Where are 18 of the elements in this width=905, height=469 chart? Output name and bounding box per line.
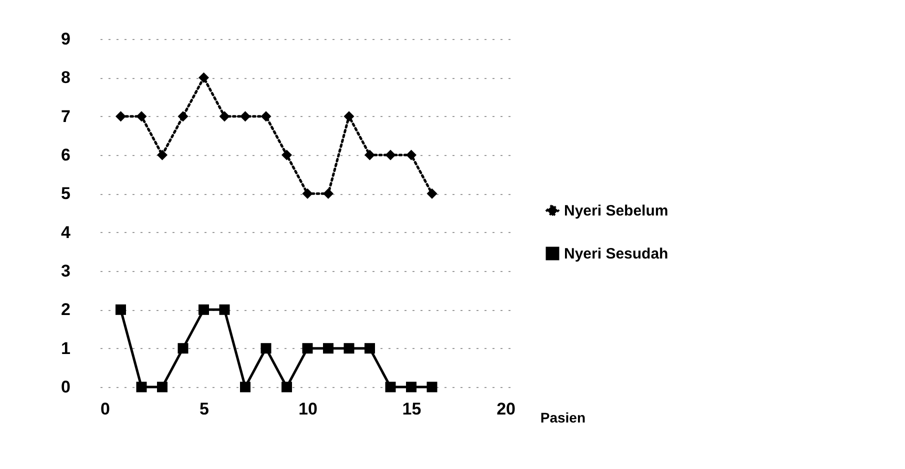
x-tick-label: 5 — [200, 400, 209, 418]
x-tick-label: 15 — [402, 400, 422, 418]
x-tick-label: 20 — [496, 400, 516, 418]
legend-label: Nyeri Sesudah — [564, 246, 668, 262]
y-tick-label: 9 — [61, 30, 70, 48]
x-axis-title: Pasien — [540, 410, 586, 426]
y-tick-label: 1 — [61, 338, 70, 358]
x-tick-label: 10 — [298, 400, 318, 418]
y-tick-label: 6 — [61, 146, 70, 164]
x-tick-label: 0 — [100, 400, 110, 418]
y-tick-label: 5 — [61, 184, 70, 204]
y-tick-label: 8 — [61, 68, 70, 88]
y-tick-label: 2 — [61, 300, 70, 320]
y-tick-label: 4 — [61, 222, 72, 242]
legend-label: Nyeri Sebelum — [564, 202, 668, 220]
y-tick-label: 3 — [61, 262, 70, 280]
y-tick-label: 7 — [61, 106, 70, 126]
y-tick-label: 0 — [61, 378, 70, 396]
